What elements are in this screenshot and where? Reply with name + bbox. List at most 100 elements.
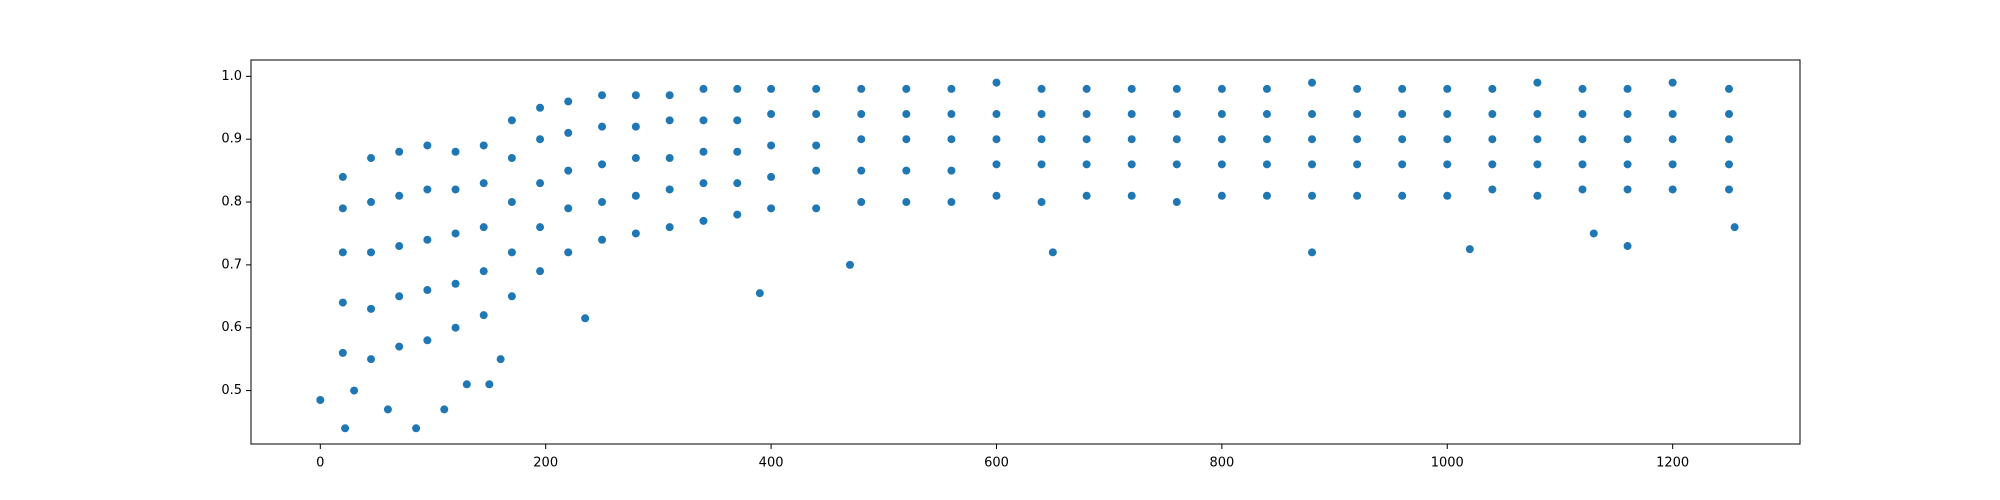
- point: [367, 304, 376, 313]
- point: [947, 110, 956, 119]
- point: [733, 84, 742, 93]
- point: [1398, 110, 1407, 119]
- y-tick-label: 0.5: [221, 383, 242, 398]
- point: [1353, 191, 1362, 200]
- point: [1037, 135, 1046, 144]
- point: [733, 116, 742, 125]
- point: [451, 323, 460, 332]
- point: [947, 84, 956, 93]
- x-tick-label: 800: [1209, 456, 1234, 471]
- point: [902, 135, 911, 144]
- point: [341, 424, 350, 433]
- point: [857, 166, 866, 175]
- point: [564, 97, 573, 106]
- point: [496, 355, 505, 364]
- point: [767, 172, 776, 181]
- point: [857, 110, 866, 119]
- point: [631, 154, 640, 163]
- point: [564, 204, 573, 213]
- point: [631, 191, 640, 200]
- point: [581, 314, 590, 323]
- point: [1443, 135, 1452, 144]
- point: [1308, 78, 1317, 87]
- point: [902, 110, 911, 119]
- point: [947, 166, 956, 175]
- point: [1037, 160, 1046, 169]
- point: [1623, 84, 1632, 93]
- point: [1082, 110, 1091, 119]
- point: [1308, 248, 1317, 257]
- point: [1623, 135, 1632, 144]
- point: [812, 84, 821, 93]
- point: [1623, 110, 1632, 119]
- point: [902, 84, 911, 93]
- point: [812, 204, 821, 213]
- point: [1623, 242, 1632, 251]
- point: [1398, 135, 1407, 144]
- point: [947, 135, 956, 144]
- point: [1172, 198, 1181, 207]
- point: [631, 122, 640, 131]
- point: [1308, 191, 1317, 200]
- point: [1172, 110, 1181, 119]
- point: [1488, 160, 1497, 169]
- point: [1082, 160, 1091, 169]
- point: [1533, 160, 1542, 169]
- plot-frame: [250, 59, 1801, 445]
- point: [598, 235, 607, 244]
- point: [1217, 84, 1226, 93]
- point: [350, 386, 359, 395]
- point: [699, 216, 708, 225]
- point: [755, 289, 764, 298]
- point: [1533, 78, 1542, 87]
- point: [598, 198, 607, 207]
- point: [1308, 135, 1317, 144]
- x-tick-label: 200: [533, 456, 558, 471]
- point: [1308, 160, 1317, 169]
- point: [1127, 160, 1136, 169]
- point: [1082, 84, 1091, 93]
- y-tick-label: 0.6: [221, 320, 242, 335]
- point: [536, 103, 545, 112]
- point: [812, 166, 821, 175]
- point: [564, 166, 573, 175]
- point: [395, 191, 404, 200]
- point: [451, 185, 460, 194]
- point: [1262, 110, 1271, 119]
- point: [1589, 229, 1598, 238]
- point: [1443, 191, 1452, 200]
- point: [1578, 110, 1587, 119]
- point: [1262, 191, 1271, 200]
- point: [423, 185, 432, 194]
- point: [507, 116, 516, 125]
- point: [536, 135, 545, 144]
- point: [395, 147, 404, 156]
- point: [598, 160, 607, 169]
- point: [767, 141, 776, 150]
- point: [395, 292, 404, 301]
- point: [767, 204, 776, 213]
- point: [1082, 191, 1091, 200]
- point: [1037, 84, 1046, 93]
- point: [338, 348, 347, 357]
- point: [338, 204, 347, 213]
- point: [423, 235, 432, 244]
- point: [1443, 84, 1452, 93]
- point: [367, 248, 376, 257]
- point: [338, 172, 347, 181]
- point: [631, 229, 640, 238]
- point: [367, 198, 376, 207]
- point: [1127, 110, 1136, 119]
- point: [1443, 110, 1452, 119]
- x-tick-label: 400: [759, 456, 784, 471]
- point: [1488, 185, 1497, 194]
- point: [1488, 135, 1497, 144]
- point: [485, 380, 494, 389]
- point: [631, 91, 640, 100]
- point: [479, 141, 488, 150]
- point: [1668, 110, 1677, 119]
- point: [1048, 248, 1057, 257]
- point: [1172, 160, 1181, 169]
- point: [395, 342, 404, 351]
- point: [1127, 135, 1136, 144]
